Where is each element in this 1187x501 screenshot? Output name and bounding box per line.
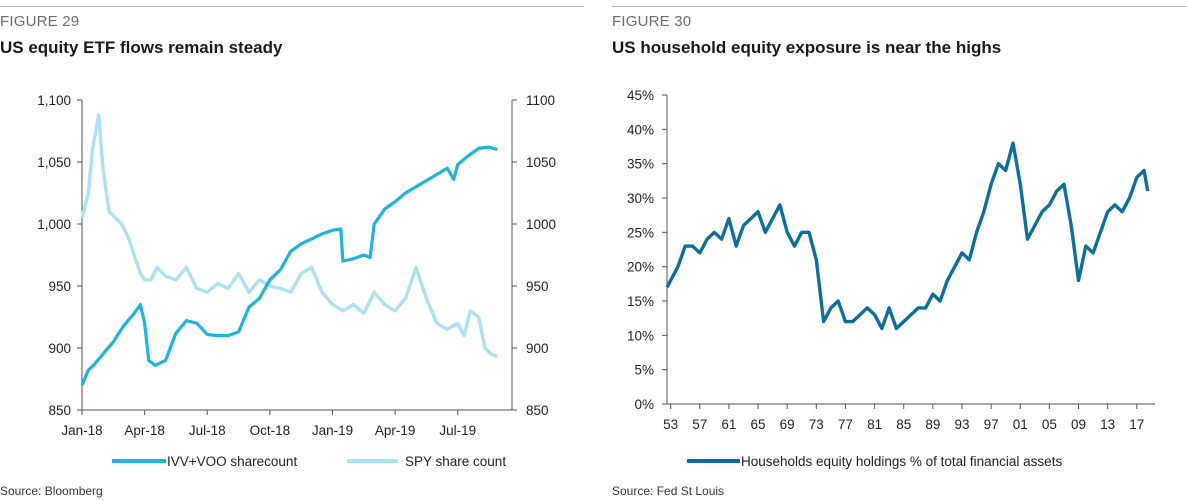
x-tick-label: 61 <box>721 417 736 432</box>
y-tick-label: 35% <box>627 157 654 172</box>
series-line-household-equity <box>665 141 1150 331</box>
y-tick-label-right: 1100 <box>526 93 555 108</box>
y-tick-label-left: 900 <box>48 341 71 356</box>
y-tick-label-right: 900 <box>526 341 549 356</box>
y-tick-label-left: 1,100 <box>37 93 71 108</box>
y-tick-label-right: 1000 <box>526 217 556 232</box>
y-tick-label-right: 850 <box>526 403 549 418</box>
y-tick-label-left: 1,050 <box>37 155 71 170</box>
y-tick-label-left: 1,000 <box>37 217 71 232</box>
figure-29-panel: FIGURE 29 US equity ETF flows remain ste… <box>0 0 584 501</box>
figure-30-panel: FIGURE 30 US household equity exposure i… <box>612 0 1187 501</box>
top-rule <box>0 6 584 7</box>
series-line-spy <box>80 113 499 359</box>
x-tick-label: 69 <box>780 417 795 432</box>
series-line-ivv-voo <box>80 145 498 386</box>
y-tick-label-left: 950 <box>48 279 71 294</box>
figure-title: US equity ETF flows remain steady <box>0 38 283 57</box>
x-tick-label: 17 <box>1129 417 1144 432</box>
x-tick-label: 13 <box>1100 417 1115 432</box>
figure-title: US household equity exposure is near the… <box>612 38 1002 57</box>
x-tick-label: 97 <box>984 417 999 432</box>
x-tick-label: 53 <box>663 417 678 432</box>
y-tick-label: 10% <box>627 328 654 343</box>
x-tick-label: Jan-18 <box>61 423 102 438</box>
x-tick-label: 77 <box>838 417 853 432</box>
x-tick-label: Apr-19 <box>375 423 416 438</box>
y-tick-label: 25% <box>627 225 654 240</box>
x-tick-label: 85 <box>896 417 911 432</box>
y-tick-label-right: 1050 <box>526 155 556 170</box>
x-tick-label: 81 <box>867 417 882 432</box>
y-tick-label: 40% <box>627 122 654 137</box>
x-tick-label: Oct-18 <box>250 423 291 438</box>
y-tick-label: 30% <box>627 191 654 206</box>
y-tick-label: 45% <box>627 88 654 103</box>
x-tick-label: Jul-19 <box>439 423 476 438</box>
household-equity-chart: 0% 5% 10% 15% 20% 25% 30% 35% 40% 45% 53 57 61 65 69 73… <box>627 88 1155 469</box>
y-tick-label: 15% <box>627 294 654 309</box>
y-tick-label: 0% <box>634 397 654 412</box>
figure-source: Source: Bloomberg <box>0 484 103 498</box>
top-rule <box>612 6 1187 7</box>
y-tick-label: 5% <box>634 363 654 378</box>
legend-label-household: Households equity holdings % of total fi… <box>741 454 1062 469</box>
legend-label-spy: SPY share count <box>405 454 506 469</box>
x-tick-label: 09 <box>1071 417 1086 432</box>
etf-flows-chart: 850 900 950 1,000 1,050 1,100 850 900 950 1000 105… <box>37 93 556 469</box>
y-tick-label-left: 850 <box>48 403 71 418</box>
x-tick-label: Jan-19 <box>312 423 353 438</box>
figure-source: Source: Fed St Louis <box>612 484 725 498</box>
y-tick-label: 20% <box>627 260 654 275</box>
figure-number: FIGURE 29 <box>0 13 80 30</box>
x-tick-label: 05 <box>1042 417 1057 432</box>
x-tick-label: 93 <box>954 417 969 432</box>
x-tick-label: Apr-18 <box>124 423 165 438</box>
x-tick-label: 57 <box>692 417 707 432</box>
x-tick-label: Jul-18 <box>189 423 226 438</box>
legend-label-ivv-voo: IVV+VOO sharecount <box>167 454 297 469</box>
x-tick-label: 65 <box>751 417 766 432</box>
x-tick-label: 01 <box>1013 417 1028 432</box>
x-tick-label: 89 <box>925 417 940 432</box>
figure-number: FIGURE 30 <box>612 13 692 30</box>
x-tick-label: 73 <box>809 417 824 432</box>
y-tick-label-right: 950 <box>526 279 549 294</box>
